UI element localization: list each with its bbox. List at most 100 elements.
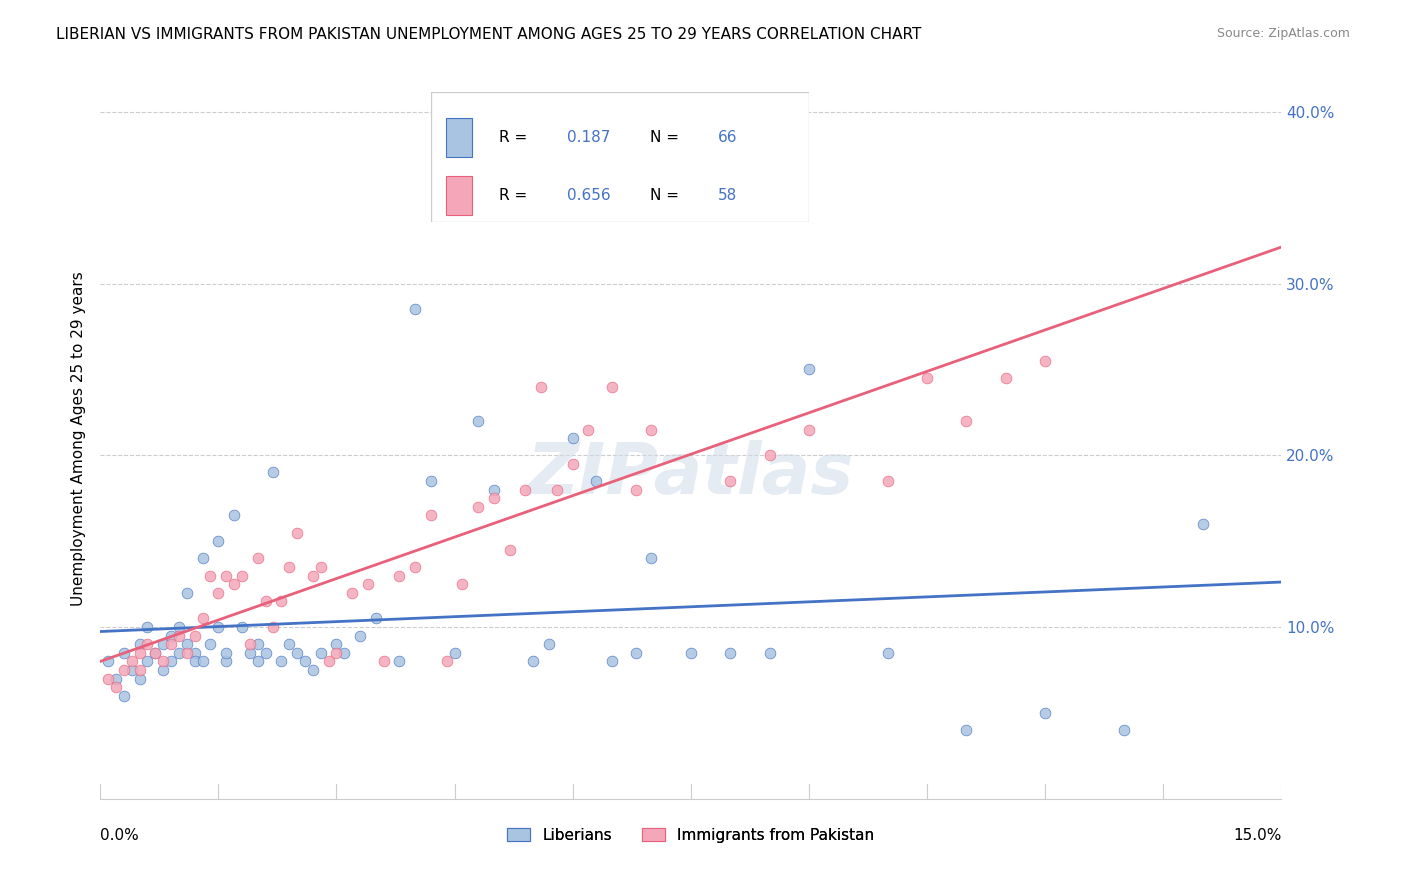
Point (301, 568, 323, 582)
Point (278, 637, 301, 651)
Point (167, 646, 190, 660)
Point (152, 663, 174, 677)
Point (207, 534, 229, 549)
Point (797, 423, 820, 437)
Point (333, 646, 356, 660)
Point (679, 646, 702, 660)
Point (561, 431, 583, 445)
Point (167, 620, 190, 634)
Point (340, 585, 363, 599)
Point (419, 508, 441, 523)
Point (136, 637, 159, 651)
Point (955, 723, 977, 738)
Point (239, 637, 262, 651)
Point (585, 474, 607, 488)
Point (309, 560, 332, 574)
Point (246, 655, 269, 669)
Point (404, 302, 426, 317)
Point (176, 637, 198, 651)
Point (522, 655, 544, 669)
Point (364, 611, 387, 625)
Point (128, 637, 150, 651)
Text: 15.0%: 15.0% (1233, 828, 1281, 843)
Point (191, 551, 214, 566)
Point (301, 663, 323, 677)
Point (1033, 706, 1056, 720)
Point (136, 620, 159, 634)
Point (104, 680, 127, 694)
Point (624, 483, 647, 497)
Point (467, 500, 489, 514)
Point (183, 629, 205, 643)
Point (136, 655, 159, 669)
Point (215, 568, 238, 582)
Point (537, 637, 560, 651)
Point (183, 646, 205, 660)
Point (246, 637, 269, 651)
Text: LIBERIAN VS IMMIGRANTS FROM PAKISTAN UNEMPLOYMENT AMONG AGES 25 TO 29 YEARS CORR: LIBERIAN VS IMMIGRANTS FROM PAKISTAN UNE… (56, 27, 921, 42)
Point (167, 629, 190, 643)
Point (797, 362, 820, 376)
Point (679, 156, 702, 170)
Point (222, 577, 245, 591)
Point (112, 663, 135, 677)
Point (176, 585, 198, 599)
Point (419, 474, 441, 488)
Point (239, 646, 262, 660)
Point (215, 655, 238, 669)
Point (561, 457, 583, 471)
Point (270, 655, 292, 669)
Point (576, 423, 599, 437)
Point (183, 655, 205, 669)
Point (498, 542, 520, 557)
Point (97, 655, 120, 669)
Point (121, 655, 143, 669)
Point (128, 646, 150, 660)
Point (451, 577, 474, 591)
Point (436, 655, 458, 669)
Text: ZIPatlas: ZIPatlas (527, 440, 855, 508)
Point (270, 594, 292, 608)
Point (278, 560, 301, 574)
Point (994, 371, 1017, 385)
Point (640, 423, 662, 437)
Point (285, 525, 308, 540)
Point (191, 655, 214, 669)
Point (254, 646, 277, 660)
Point (955, 414, 977, 428)
Point (1033, 354, 1056, 368)
Point (388, 568, 411, 582)
Point (254, 594, 277, 608)
Point (600, 379, 623, 393)
Point (121, 663, 143, 677)
Point (876, 646, 898, 660)
Point (357, 577, 380, 591)
Point (309, 646, 332, 660)
Point (915, 371, 938, 385)
Point (262, 620, 284, 634)
Point (530, 379, 553, 393)
Point (515, 483, 537, 497)
Point (482, 491, 505, 506)
Point (640, 551, 662, 566)
Point (128, 672, 150, 686)
Point (467, 414, 489, 428)
Point (143, 646, 166, 660)
Point (318, 655, 340, 669)
Point (152, 637, 174, 651)
Point (325, 637, 347, 651)
Point (373, 655, 395, 669)
Point (325, 646, 347, 660)
Point (231, 568, 253, 582)
Point (200, 637, 222, 651)
Legend: Liberians, Immigrants from Pakistan: Liberians, Immigrants from Pakistan (501, 822, 880, 849)
Point (482, 483, 505, 497)
Point (349, 629, 371, 643)
Point (443, 646, 465, 660)
Point (112, 646, 135, 660)
Point (152, 655, 174, 669)
Point (128, 663, 150, 677)
Point (758, 448, 780, 462)
Point (262, 466, 284, 480)
Point (104, 672, 127, 686)
